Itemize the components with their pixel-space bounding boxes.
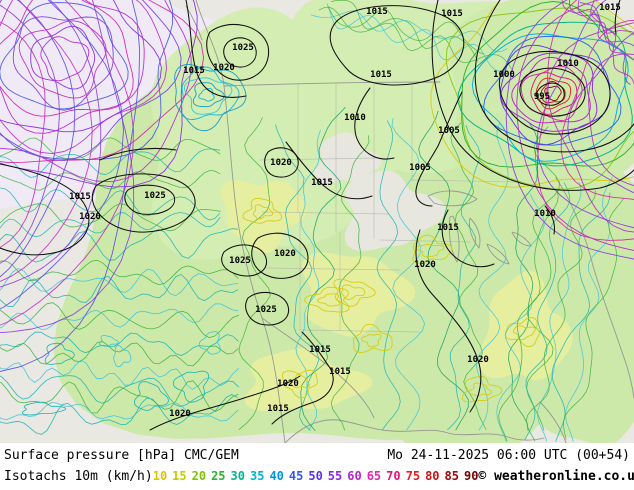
footer-bar: Surface pressure [hPa] CMC/GEM Mo 24-11-…	[0, 443, 634, 490]
weather-map-svg	[0, 0, 634, 443]
isotach-scale-value: 10	[152, 469, 168, 483]
copyright: © weatheronline.co.uk	[478, 469, 634, 484]
map-area: 1015 1015 1015 1025 1020 1015 1015 1000 1010 995 1…	[0, 0, 634, 443]
isotach-scale-value: 40	[269, 469, 284, 483]
isotach-scale-value: 60	[347, 469, 362, 483]
isotach-scale-value: 90	[463, 469, 479, 483]
product-title: Surface pressure [hPa] CMC/GEM	[4, 448, 239, 463]
isotach-scale-value: 80	[425, 469, 440, 483]
isotach-scale-value: 75	[405, 469, 421, 483]
isotach-scale-value: 35	[249, 469, 265, 483]
legend-title: Isotachs 10m (km/h)	[4, 469, 153, 484]
valid-time: Mo 24-11-2025 06:00 UTC (00+54)	[387, 448, 630, 463]
isotach-scale-value: 15	[172, 469, 187, 483]
isotach-color-scale: 10 15 20 25 30 35 40 45 50 55 60 65 70 75 80 85 90	[153, 466, 479, 487]
isotach-scale-value: 85	[444, 469, 459, 483]
isotach-scale-value: 70	[386, 469, 401, 483]
isotach-scale-value: 50	[308, 469, 323, 483]
isotach-scale-value: 55	[327, 469, 343, 483]
isotach-scale-value: 25	[211, 469, 226, 483]
isotach-scale-value: 20	[191, 469, 207, 483]
footer-row-1: Surface pressure [hPa] CMC/GEM Mo 24-11-…	[4, 445, 630, 466]
isotach-scale-value: 65	[366, 469, 382, 483]
footer-row-2: Isotachs 10m (km/h) 10 15 20 25 30 35 40 45 50 55…	[4, 466, 634, 487]
isotach-scale-value: 30	[230, 469, 245, 483]
isotach-scale-value: 45	[288, 469, 304, 483]
